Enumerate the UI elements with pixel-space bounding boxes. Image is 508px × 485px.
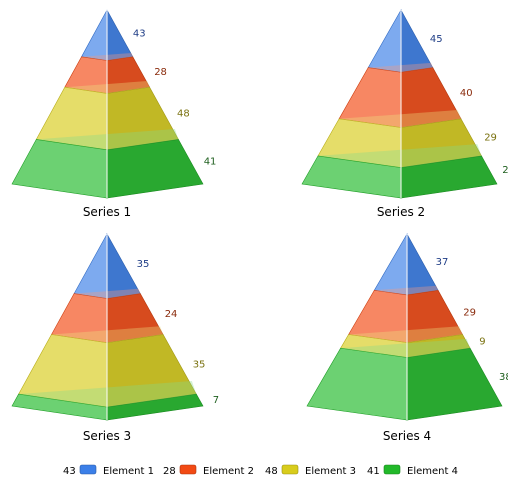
pyramid-1: 43 28 48 41 Series 1 xyxy=(11,9,217,219)
segment-left-face xyxy=(367,8,402,73)
legend-value: 28 xyxy=(163,466,176,477)
data-label: 7 xyxy=(213,395,219,406)
data-label: 37 xyxy=(436,257,449,268)
segment-right-face xyxy=(106,139,204,199)
legend-value: 48 xyxy=(265,466,278,477)
segment-left-face xyxy=(81,9,108,61)
data-label: 35 xyxy=(193,359,206,370)
legend-swatch xyxy=(281,464,299,475)
legend-label: Element 3 xyxy=(305,466,356,477)
pyramid-3: 35 24 35 7 Series 3 xyxy=(11,232,219,443)
segment-left-face xyxy=(11,139,108,199)
segment-top-face xyxy=(340,338,471,358)
series-label: Series 4 xyxy=(383,429,431,443)
legend-swatch xyxy=(179,464,197,475)
data-label: 43 xyxy=(133,28,146,39)
data-label: 29 xyxy=(484,132,497,143)
segment-right-face xyxy=(106,9,134,61)
legend-item: 41 Element 4 xyxy=(367,464,458,477)
segment-top-face xyxy=(374,285,439,295)
data-label: 28 xyxy=(154,67,167,78)
data-label: 22 xyxy=(502,165,508,176)
legend-value: 41 xyxy=(367,466,380,477)
data-label: 40 xyxy=(460,88,473,99)
data-label: 41 xyxy=(204,157,217,168)
data-label: 24 xyxy=(165,309,178,320)
segment-top-face xyxy=(339,110,461,128)
segment-left-face xyxy=(73,233,108,299)
segment-right-face xyxy=(400,9,434,73)
legend: 43 Element 1 28 Element 2 48 Element 3 41 Eleme… xyxy=(63,464,458,477)
data-label: 35 xyxy=(137,259,150,270)
pyramid-2: 45 40 29 22 Series 2 xyxy=(301,8,508,219)
legend-swatch xyxy=(79,464,97,475)
pyramid-4: 37 29 9 38 Series 4 xyxy=(306,232,508,443)
legend-label: Element 4 xyxy=(407,466,458,477)
legend-value: 43 xyxy=(63,466,76,477)
data-label: 9 xyxy=(479,336,485,347)
data-label: 45 xyxy=(430,34,443,45)
legend-item: 43 Element 1 xyxy=(63,464,154,477)
series-label: Series 3 xyxy=(83,429,131,443)
data-label: 29 xyxy=(463,307,476,318)
data-label: 48 xyxy=(177,108,190,119)
segment-top-face xyxy=(318,144,482,168)
segment-left-face xyxy=(306,347,408,421)
legend-swatch xyxy=(383,464,401,475)
series-label: Series 2 xyxy=(377,205,425,219)
legend-label: Element 2 xyxy=(203,466,254,477)
segment-left-face xyxy=(373,232,408,296)
segment-right-face xyxy=(106,232,141,299)
segment-right-face xyxy=(406,233,439,296)
segment-top-face xyxy=(348,326,463,343)
legend-item: 28 Element 2 xyxy=(163,464,254,477)
segment-right-face xyxy=(406,347,503,421)
data-label: 38 xyxy=(499,372,508,383)
legend-item: 48 Element 3 xyxy=(265,464,356,477)
series-label: Series 1 xyxy=(83,205,131,219)
legend-label: Element 1 xyxy=(103,466,154,477)
